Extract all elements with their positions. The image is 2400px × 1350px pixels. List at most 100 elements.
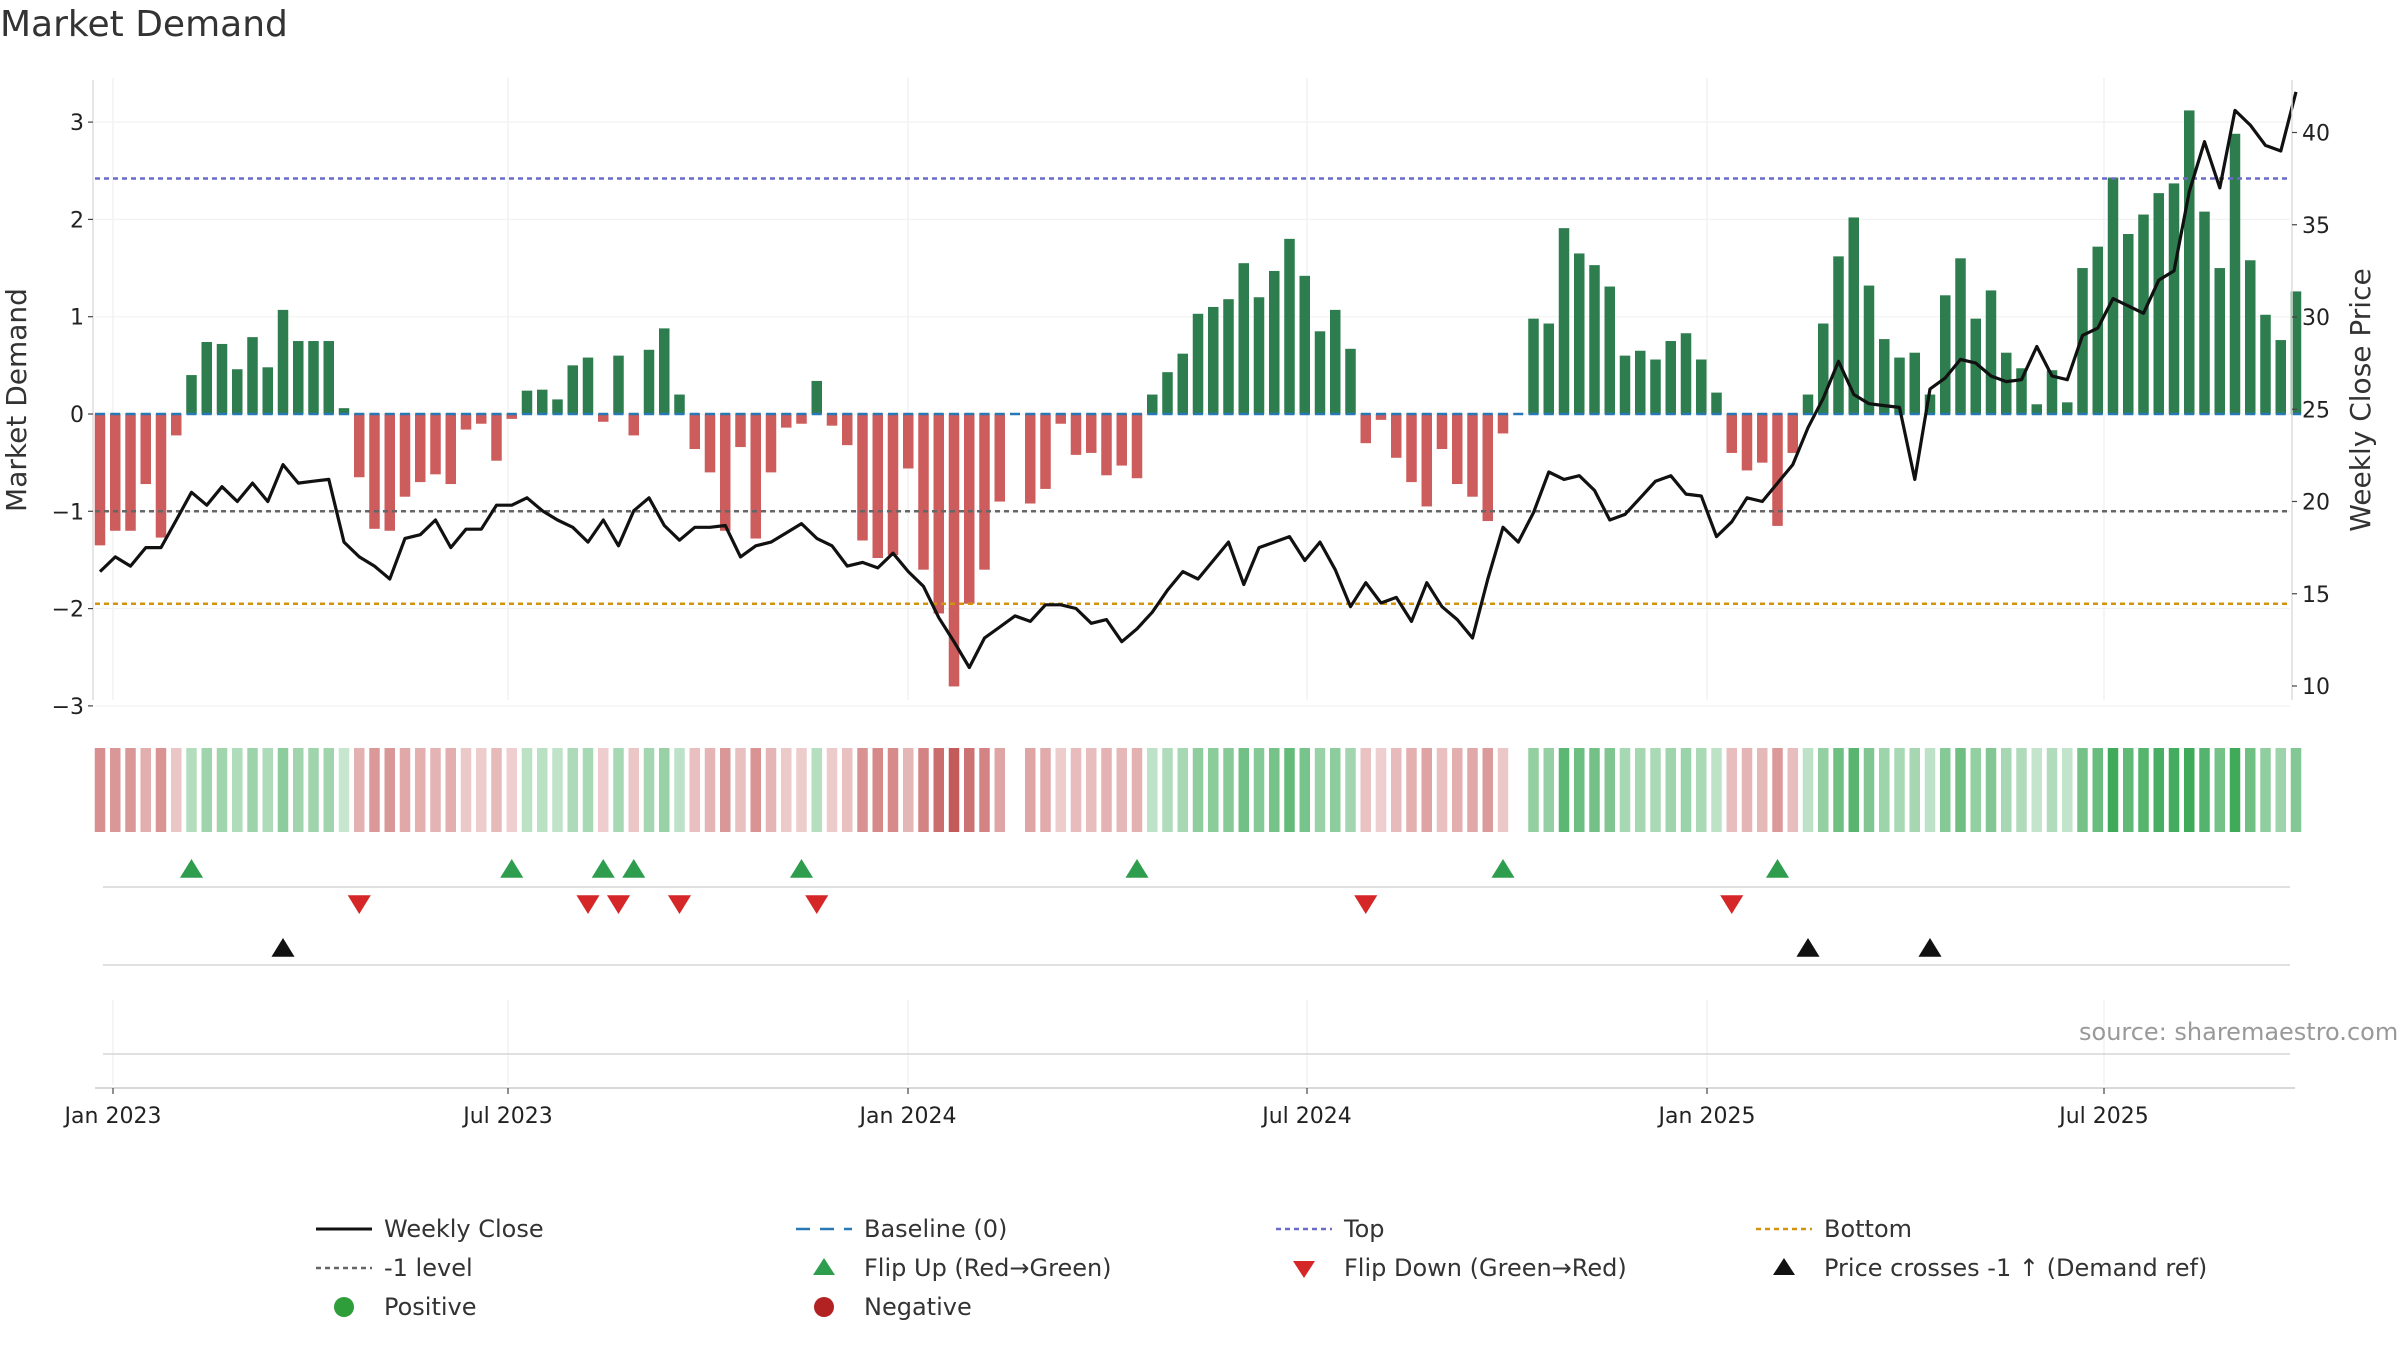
- reference-lines: [95, 177, 2301, 605]
- heat-strip: [94, 748, 2302, 832]
- heat-cell: [1818, 748, 1829, 832]
- demand-bar: [460, 414, 472, 430]
- demand-bar: [1040, 414, 1051, 489]
- heat-cell: [323, 748, 334, 832]
- heat-cell: [1101, 748, 1112, 832]
- heat-cell: [1757, 748, 1768, 832]
- heat-cell: [2260, 748, 2271, 832]
- demand-bar: [2092, 246, 2103, 414]
- flip-up-marker: [622, 859, 646, 878]
- heat-cell: [1177, 748, 1188, 832]
- demand-bar: [1162, 372, 1173, 414]
- heat-cell: [201, 748, 212, 832]
- heat-cell: [1604, 748, 1615, 832]
- legend-item-positive: Positive: [334, 1293, 477, 1321]
- heat-cell: [872, 748, 883, 832]
- flip-up-marker: [1125, 859, 1149, 878]
- heat-cell: [2046, 748, 2058, 832]
- demand-bar: [521, 390, 533, 414]
- left-tick-label: 2: [70, 208, 84, 233]
- demand-bar: [293, 341, 304, 414]
- left-axis-label: Market Demand: [0, 288, 33, 512]
- heat-cell: [140, 748, 151, 832]
- demand-bar: [567, 365, 578, 414]
- demand-bar: [704, 414, 716, 473]
- demand-bar: [1330, 309, 1341, 414]
- heat-cell: [628, 748, 639, 832]
- heat-cell: [2092, 748, 2103, 832]
- heat-cell: [247, 748, 258, 832]
- demand-bar: [445, 414, 456, 485]
- grid-layer: [95, 78, 2290, 1085]
- demand-bar: [1924, 394, 1936, 414]
- legend-item-baseline: Baseline (0): [796, 1215, 1007, 1243]
- demand-bar: [1467, 414, 1478, 497]
- heat-cell: [399, 748, 411, 832]
- legend-label: Positive: [384, 1293, 477, 1321]
- demand-bar: [1665, 341, 1676, 414]
- heat-cell: [735, 748, 746, 832]
- heat-cell: [1497, 748, 1509, 832]
- demand-bar: [415, 414, 426, 483]
- flip-down-marker: [1720, 895, 1744, 914]
- demand-bar: [1086, 414, 1097, 453]
- legend-swatch: [334, 1297, 354, 1317]
- heat-cell: [842, 748, 853, 832]
- legend-label: Flip Down (Green→Red): [1344, 1254, 1627, 1282]
- heat-cell: [1543, 748, 1554, 832]
- heat-cell: [643, 748, 655, 832]
- heat-cell: [979, 748, 990, 832]
- left-tick-label: 3: [70, 111, 84, 136]
- demand-bar: [887, 414, 899, 556]
- demand-bar: [1802, 394, 1814, 414]
- heat-cell: [2062, 748, 2073, 832]
- demand-bar: [1375, 414, 1387, 420]
- demand-bar: [476, 414, 487, 424]
- demand-bar: [918, 414, 929, 570]
- heat-cell: [1421, 748, 1432, 832]
- heat-cell: [796, 748, 807, 832]
- demand-bar: [1696, 359, 1707, 414]
- heat-cell: [171, 748, 182, 832]
- heat-cell: [567, 748, 578, 832]
- heat-cell: [1848, 748, 1859, 832]
- demand-bar: [1985, 290, 1997, 414]
- legend-label: -1 level: [384, 1254, 473, 1282]
- x-tick-label: Jul 2023: [461, 1104, 553, 1129]
- flip-down-marker: [1354, 895, 1378, 914]
- heat-cell: [1970, 748, 1981, 832]
- demand-bar: [384, 414, 395, 531]
- heat-cell: [1787, 748, 1798, 832]
- demand-bar: [842, 414, 853, 446]
- heat-cell: [765, 748, 777, 832]
- legend-swatch: [1773, 1258, 1795, 1275]
- heat-cell: [369, 748, 380, 832]
- demand-bar: [1345, 348, 1356, 414]
- left-tick-label: −1: [52, 500, 84, 525]
- heat-cell: [1558, 748, 1570, 832]
- demand-bar: [1070, 414, 1082, 455]
- demand-bar: [216, 343, 228, 414]
- demand-bar: [506, 414, 517, 419]
- legend-item-price-cross: Price crosses -1 ↑ (Demand ref): [1773, 1254, 2207, 1282]
- legend-label: Price crosses -1 ↑ (Demand ref): [1824, 1254, 2207, 1282]
- heat-cell: [125, 748, 136, 832]
- demand-bar: [1253, 297, 1265, 414]
- x-tick-label: Jul 2024: [1260, 1104, 1352, 1129]
- left-tick-label: −3: [52, 695, 84, 720]
- heat-cell: [1589, 748, 1600, 832]
- heat-cell: [1863, 748, 1875, 832]
- heat-cell: [308, 748, 319, 832]
- demand-bar: [735, 414, 746, 448]
- legend-label: Weekly Close: [384, 1215, 544, 1243]
- heat-cell: [2001, 748, 2012, 832]
- demand-bar: [2031, 404, 2042, 414]
- heat-cell: [1482, 748, 1493, 832]
- heat-cell: [94, 748, 106, 832]
- legend-item-minus1: -1 level: [316, 1254, 473, 1282]
- demand-bar: [811, 380, 822, 414]
- legend-swatch: [814, 1297, 834, 1317]
- demand-bar: [399, 414, 411, 497]
- demand-bar: [1726, 414, 1737, 453]
